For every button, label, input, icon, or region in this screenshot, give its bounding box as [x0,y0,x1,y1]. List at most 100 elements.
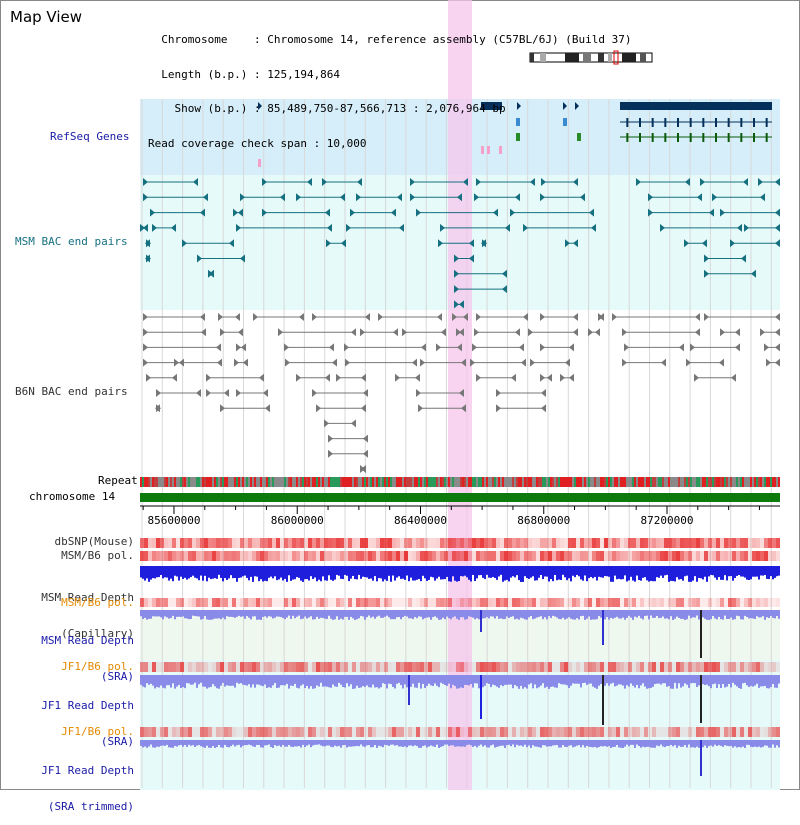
msm-sra-depth [624,610,626,620]
msm-sra-depth [152,610,154,617]
b6n-bac-pair-end [569,373,574,382]
msm-b6-pol-cell [736,551,740,561]
repeat-feature [182,477,184,487]
jf1-b6-pol-cell [772,662,776,672]
msm-sra-depth [442,610,444,618]
msm-b6-pol-cell [328,551,332,561]
jf1-sra-depth [276,675,278,688]
track-label-jf1-depth-sra[interactable]: JF1 Read Depth (SRA) [41,676,134,760]
track-label-dbsnp[interactable]: dbSNP(Mouse) [54,535,134,548]
jf1-trimmed-depth [334,740,336,746]
msm-capillary-depth [456,566,458,582]
msm-bac-pair-end [322,178,327,186]
dbsnp-cell [272,538,276,548]
track-label-refseq-genes[interactable]: RefSeq Genes [50,130,130,143]
jf1-trimmed-depth [158,740,160,747]
jf1-sra-depth [752,675,754,687]
dbsnp-cell [164,538,168,548]
jf1-trimmed-depth [604,740,606,747]
msm-b6-pol-cell [536,551,540,561]
track-label-jf1-b6-pol-2[interactable]: JF1/B6 pol. [61,725,134,738]
jf1-trimmed-depth [654,740,656,748]
msm-sra-depth [692,610,694,618]
b6n-bac-pair-end [461,404,466,413]
track-label-line: JF1 Read Depth [41,764,134,777]
msm-b6-pol-cell [516,551,520,561]
msm-b6-pol-cell [532,598,536,607]
msm-sra-depth [220,610,222,620]
msm-capillary-depth [778,566,780,576]
msm-b6-pol-cell [332,598,336,607]
jf1-sra-depth [672,675,674,689]
msm-b6-pol-cell [440,551,444,561]
msm-b6-pol-cell [144,551,148,561]
track-label-msm-depth-sra[interactable]: MSM Read Depth (SRA) [41,611,134,695]
dbsnp-cell [188,538,192,548]
jf1-sra-depth [400,675,402,686]
track-label-msm-bac[interactable]: MSM BAC end pairs [15,235,128,248]
track-label-msm-depth-capillary[interactable]: MSM Read Depth (Capillary) [41,568,134,652]
msm-sra-depth [510,610,512,617]
msm-b6-pol-cell [440,598,444,607]
track-label-jf1-b6-pol-1[interactable]: JF1/B6 pol. [61,660,134,673]
msm-b6-pol-cell [572,598,576,607]
repeat-feature [296,477,298,487]
msm-b6-pol-cell [168,598,172,607]
msm-b6-pol-cell [684,598,688,607]
msm-capillary-depth [598,566,600,577]
msm-sra-depth [304,610,306,617]
track-label-jf1-depth-trimmed[interactable]: JF1 Read Depth (SRA trimmed) [41,741,134,825]
msm-sra-depth [192,610,194,616]
msm-sra-depth [324,610,326,619]
msm-b6-pol-cell [584,551,588,561]
msm-b6-pol-cell [228,598,232,607]
msm-sra-depth [504,610,506,620]
dbsnp-cell [700,538,704,548]
jf1-sra-depth [606,675,608,684]
genome-map-canvas[interactable]: 85600000 86000000 86400000 86800000 87200000 [0,0,800,790]
jf1-sra-depth [774,675,776,688]
jf1-sra-depth [682,675,684,687]
msm-bac-pair-end [702,239,707,248]
repeat-feature [636,477,638,487]
msm-capillary-depth [694,566,696,577]
jf1-trimmed-depth [192,740,194,746]
msm-b6-pol-cell [252,598,256,607]
b6n-bac-pair-end [472,343,477,352]
msm-b6-pol-cell [580,551,584,561]
msm-b6-pol-cell [520,598,524,607]
jf1-b6-pol-cell [328,727,332,737]
track-label-b6n-bac[interactable]: B6N BAC end pairs [15,385,128,398]
msm-capillary-depth [364,566,366,578]
jf1-trimmed-depth [184,740,186,745]
msm-capillary-depth [556,566,558,581]
jf1-trimmed-depth [318,740,320,745]
jf1-b6-pol-cell [564,662,568,672]
jf1-sra-depth [620,675,622,685]
repeat-feature [152,477,154,487]
repeat-feature [298,477,300,487]
repeat-feature [706,477,708,487]
gene-marker [516,118,520,126]
msm-sra-depth [194,610,196,616]
jf1-b6-pol-cell [748,662,752,672]
jf1-b6-pol-cell [276,662,280,672]
jf1-sra-depth [762,675,764,687]
info-coverage-span: Read coverage check span : 10,000 [148,136,367,150]
repeat-feature [738,477,740,487]
jf1-b6-pol-cell [680,662,684,672]
track-label-msm-b6-pol-2[interactable]: MSM/B6 pol. [61,596,134,609]
jf1-sra-depth [488,675,490,684]
msm-b6-pol-cell [180,551,184,561]
msm-b6-pol-cell [328,598,332,607]
msm-capillary-depth [256,566,258,577]
msm-capillary-depth [428,566,430,580]
repeat-feature [340,477,342,487]
repeat-feature [640,477,642,487]
jf1-sra-depth [184,675,186,689]
jf1-b6-pol-cell [204,662,208,672]
msm-capillary-depth [512,566,514,577]
jf1-b6-pol-cell [252,727,256,737]
track-label-msm-b6-pol-1[interactable]: MSM/B6 pol. [61,549,134,562]
jf1-b6-pol-cell [676,662,680,672]
